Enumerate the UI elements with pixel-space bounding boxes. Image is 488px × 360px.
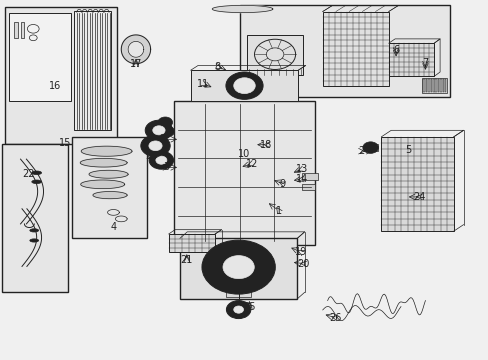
Polygon shape [173,101,315,245]
Text: 18: 18 [260,140,272,150]
Polygon shape [421,78,446,93]
Circle shape [156,156,166,164]
Polygon shape [190,70,298,101]
Text: 7: 7 [422,58,427,68]
Polygon shape [212,5,272,13]
Polygon shape [5,7,117,144]
Ellipse shape [32,171,41,175]
Polygon shape [81,146,132,156]
Polygon shape [128,41,143,57]
Text: 6: 6 [392,45,398,55]
Circle shape [202,240,275,294]
Text: 15: 15 [59,138,71,148]
Text: 2: 2 [358,146,364,156]
Text: 5: 5 [405,145,410,156]
Polygon shape [168,234,215,252]
Text: 8: 8 [214,62,220,72]
Polygon shape [14,22,18,38]
Polygon shape [93,192,127,199]
Polygon shape [121,35,150,64]
Ellipse shape [32,180,41,184]
Text: 13: 13 [295,164,308,174]
Text: 21: 21 [180,255,193,265]
Circle shape [227,276,249,292]
Circle shape [158,117,172,128]
Text: 25: 25 [243,302,255,312]
Polygon shape [425,79,427,92]
Circle shape [160,126,174,137]
Polygon shape [239,5,449,97]
Polygon shape [246,35,303,75]
Circle shape [223,256,254,279]
Polygon shape [20,22,24,38]
Polygon shape [72,137,146,238]
Polygon shape [322,12,388,86]
Text: 17: 17 [129,59,142,69]
Polygon shape [423,79,424,92]
Circle shape [149,151,173,169]
Polygon shape [437,79,438,92]
Circle shape [141,135,170,157]
Circle shape [152,126,165,135]
Circle shape [148,141,162,151]
Text: 10: 10 [238,149,250,159]
Circle shape [226,301,250,319]
Ellipse shape [30,239,39,242]
Polygon shape [442,79,443,92]
Polygon shape [430,79,431,92]
Text: 22: 22 [22,168,35,179]
Polygon shape [226,286,250,297]
Polygon shape [302,184,315,190]
Circle shape [225,72,263,99]
Polygon shape [434,79,436,92]
Text: 2: 2 [160,134,165,144]
Ellipse shape [30,229,39,232]
Polygon shape [439,79,441,92]
Circle shape [362,142,378,153]
Polygon shape [427,79,429,92]
Text: 24: 24 [412,192,425,202]
Text: 20: 20 [296,258,309,269]
Polygon shape [80,158,127,167]
Polygon shape [432,79,434,92]
Polygon shape [74,11,111,130]
Polygon shape [89,170,128,178]
Polygon shape [180,238,297,299]
Text: 4: 4 [110,222,116,232]
Text: 1: 1 [275,206,281,216]
Polygon shape [2,144,68,292]
Text: 14: 14 [295,174,308,184]
Text: 11: 11 [196,78,209,89]
Text: 12: 12 [245,159,258,169]
Polygon shape [366,144,377,151]
Polygon shape [302,173,317,180]
Text: 23: 23 [145,150,158,161]
Circle shape [145,120,172,140]
Text: 16: 16 [48,81,61,91]
Polygon shape [444,79,446,92]
Circle shape [233,78,255,94]
Text: 26: 26 [328,312,341,323]
Text: 9: 9 [279,179,285,189]
Circle shape [233,306,243,313]
Polygon shape [381,137,453,231]
Polygon shape [9,13,71,101]
Polygon shape [81,180,124,189]
Polygon shape [388,43,433,76]
Text: 19: 19 [294,247,306,257]
Text: 3: 3 [163,162,169,172]
